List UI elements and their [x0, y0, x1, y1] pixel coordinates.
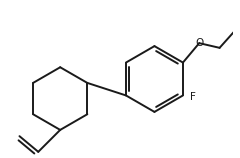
- Text: O: O: [195, 38, 203, 48]
- Text: F: F: [190, 92, 196, 102]
